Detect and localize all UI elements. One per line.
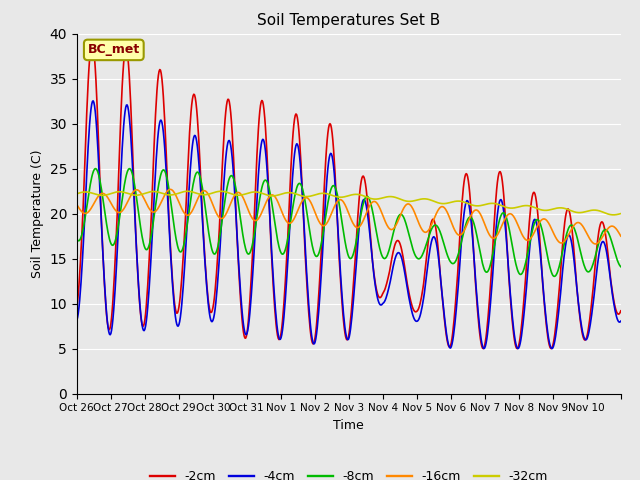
Text: BC_met: BC_met [88,43,140,56]
Legend: -2cm, -4cm, -8cm, -16cm, -32cm: -2cm, -4cm, -8cm, -16cm, -32cm [145,465,553,480]
Title: Soil Temperatures Set B: Soil Temperatures Set B [257,13,440,28]
X-axis label: Time: Time [333,419,364,432]
Y-axis label: Soil Temperature (C): Soil Temperature (C) [31,149,44,278]
